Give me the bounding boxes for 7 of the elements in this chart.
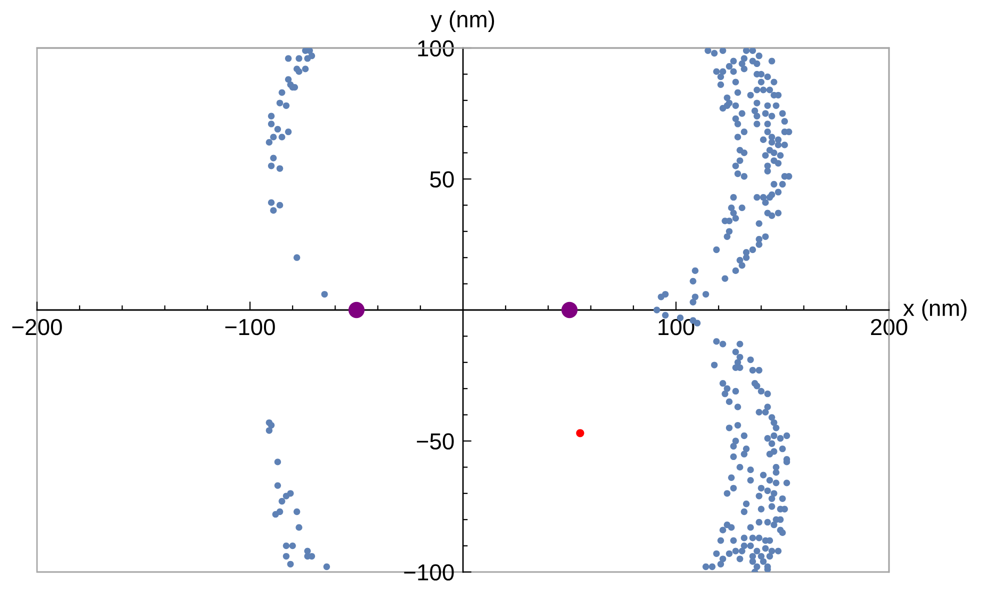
- y-tick-label: −50: [416, 433, 454, 450]
- y-tick-label: 50: [430, 171, 454, 188]
- x-tick-label: 200: [871, 318, 908, 336]
- y-axis-title: y (nm): [430, 10, 494, 32]
- x-tick-label: −100: [225, 318, 275, 336]
- y-tick-label: −100: [404, 564, 454, 581]
- x-tick-label: −200: [12, 318, 62, 336]
